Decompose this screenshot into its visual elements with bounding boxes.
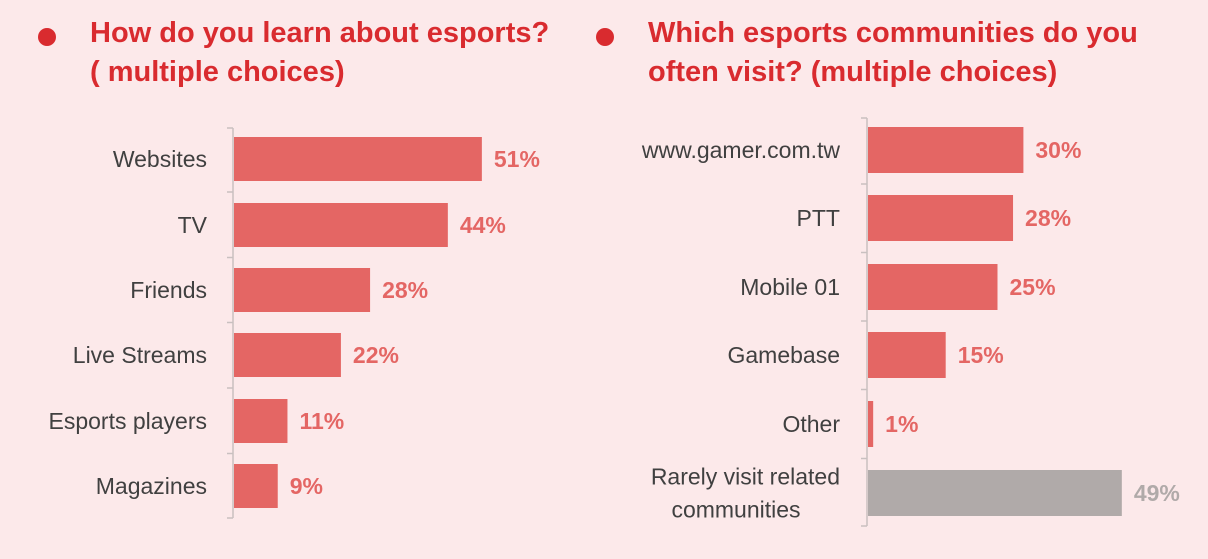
left-value-label: 22% — [353, 342, 399, 368]
left-value-label: 44% — [460, 212, 506, 238]
right-bar — [868, 127, 1024, 173]
left-value-label: 9% — [290, 473, 323, 499]
left-bar — [234, 333, 341, 377]
left-category-label: Esports players — [48, 408, 207, 434]
right-value-label: 30% — [1035, 137, 1081, 163]
right-title-line1: Which esports communities do you — [648, 17, 1138, 49]
left-title-line1: How do you learn about esports? — [90, 17, 550, 49]
left-bar — [234, 399, 288, 443]
right-category-label: communities — [671, 497, 800, 523]
left-value-label: 11% — [299, 408, 344, 434]
right-category-label: www.gamer.com.tw — [641, 137, 840, 163]
right-title-line2: often visit? (multiple choices) — [648, 56, 1058, 88]
right-bar — [868, 401, 874, 447]
left-title-line2: ( multiple choices) — [90, 56, 345, 88]
left-category-label: TV — [178, 212, 208, 238]
right-value-label: 15% — [958, 342, 1004, 368]
right-bar — [868, 332, 946, 378]
right-value-label: 49% — [1134, 480, 1180, 506]
bullet-icon — [38, 28, 56, 46]
left-value-label: 51% — [494, 146, 540, 172]
right-value-label: 28% — [1025, 205, 1071, 231]
left-bar — [234, 464, 278, 508]
right-title-text: Which esports communities do you often v… — [648, 14, 1156, 92]
right-value-label: 25% — [1010, 274, 1056, 300]
right-bar — [868, 470, 1122, 516]
left-category-label: Websites — [113, 146, 207, 172]
left-value-label: 28% — [382, 277, 428, 303]
left-bar — [234, 268, 371, 312]
left-bar — [234, 137, 482, 181]
left-category-label: Live Streams — [73, 342, 207, 368]
right-bar — [868, 195, 1014, 241]
bullet-icon — [596, 28, 614, 46]
right-category-label: Gamebase — [727, 342, 840, 368]
left-chart-title: How do you learn about esports? ( multip… — [38, 14, 558, 92]
left-bar — [234, 203, 448, 247]
left-category-label: Friends — [130, 277, 207, 303]
right-category-label: Other — [782, 411, 840, 437]
right-chart-title: Which esports communities do you often v… — [596, 14, 1156, 92]
right-category-label: Rarely visit related — [651, 464, 840, 490]
right-category-label: Mobile 01 — [740, 274, 840, 300]
right-value-label: 1% — [885, 411, 918, 437]
right-category-label: PTT — [797, 205, 840, 231]
right-bar — [868, 264, 998, 310]
left-category-label: Magazines — [96, 473, 207, 499]
left-title-text: How do you learn about esports? ( multip… — [90, 14, 558, 92]
